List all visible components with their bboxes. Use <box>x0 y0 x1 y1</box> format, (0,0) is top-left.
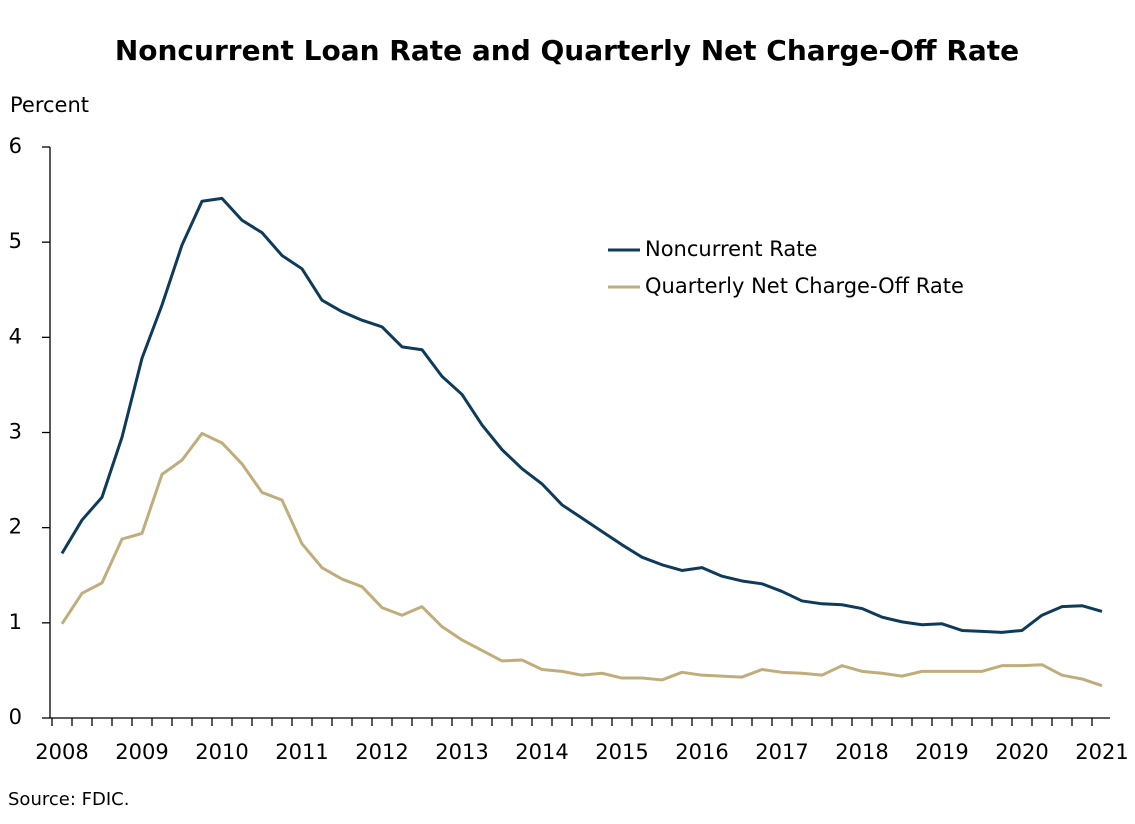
x-tick-label: 2014 <box>515 740 568 764</box>
chart-title: Noncurrent Loan Rate and Quarterly Net C… <box>115 34 1019 67</box>
y-tick-label: 0 <box>9 705 22 729</box>
y-tick-label: 5 <box>9 229 22 253</box>
x-tick-label: 2011 <box>275 740 328 764</box>
x-tick-label: 2015 <box>595 740 648 764</box>
x-tick-label: 2017 <box>755 740 808 764</box>
x-tick-label: 2013 <box>435 740 488 764</box>
x-tick-label: 2009 <box>115 740 168 764</box>
x-tick-label: 2016 <box>675 740 728 764</box>
source-note: Source: FDIC. <box>8 789 129 810</box>
x-tick-label: 2020 <box>995 740 1048 764</box>
x-tick-label: 2018 <box>835 740 888 764</box>
legend-label: Noncurrent Rate <box>645 237 817 261</box>
legend-label: Quarterly Net Charge-Off Rate <box>645 274 964 298</box>
x-tick-label: 2021 <box>1075 740 1128 764</box>
y-tick-label: 2 <box>9 515 22 539</box>
y-tick-label: 3 <box>9 420 22 444</box>
y-axis-label: Percent <box>10 93 89 117</box>
y-tick-label: 1 <box>9 610 22 634</box>
y-tick-label: 6 <box>9 134 22 158</box>
x-tick-label: 2019 <box>915 740 968 764</box>
x-tick-label: 2010 <box>195 740 248 764</box>
x-tick-label: 2008 <box>35 740 88 764</box>
x-tick-label: 2012 <box>355 740 408 764</box>
series-line <box>60 196 1103 634</box>
y-tick-label: 4 <box>9 324 22 348</box>
series-line <box>60 431 1103 688</box>
